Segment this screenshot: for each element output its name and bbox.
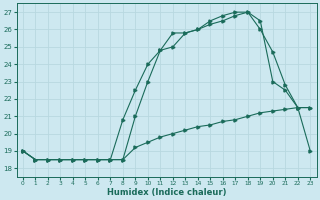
X-axis label: Humidex (Indice chaleur): Humidex (Indice chaleur) <box>107 188 226 197</box>
